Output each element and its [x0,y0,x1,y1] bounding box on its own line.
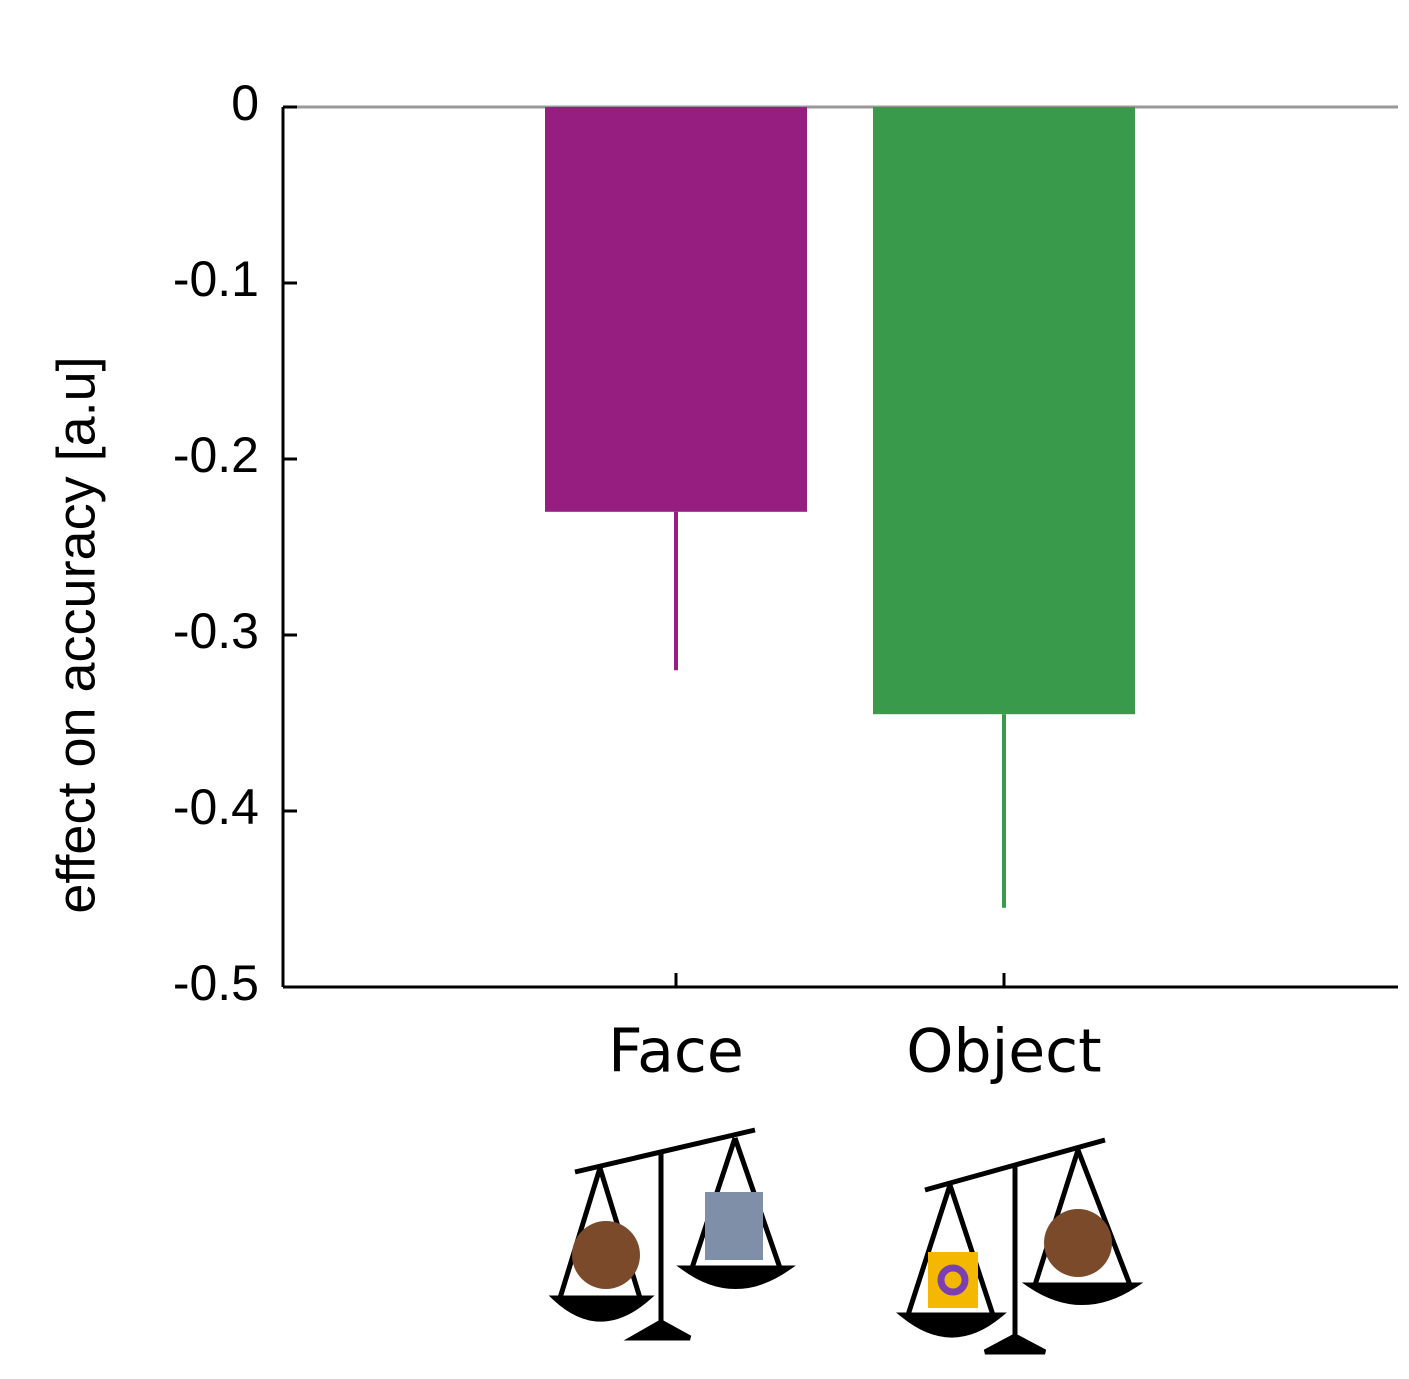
y-axis-label: effect on accuracy [a.u] [46,356,106,913]
icons [548,1127,1144,1355]
y-tick-label: -0.5 [173,955,259,1011]
scale-icon-object [895,1137,1144,1355]
y-tick-label: -0.3 [173,603,259,659]
bar [873,107,1135,715]
y-tick-label: -0.2 [173,427,259,483]
x-tick-label: Object [906,1017,1101,1087]
y-tick-label: -0.1 [173,251,259,307]
y-tick-label: 0 [231,75,259,131]
bar [545,107,807,512]
y-tick-label: -0.4 [173,779,259,835]
x-tick-label: Face [608,1017,744,1087]
scale-icon-face [548,1127,796,1341]
